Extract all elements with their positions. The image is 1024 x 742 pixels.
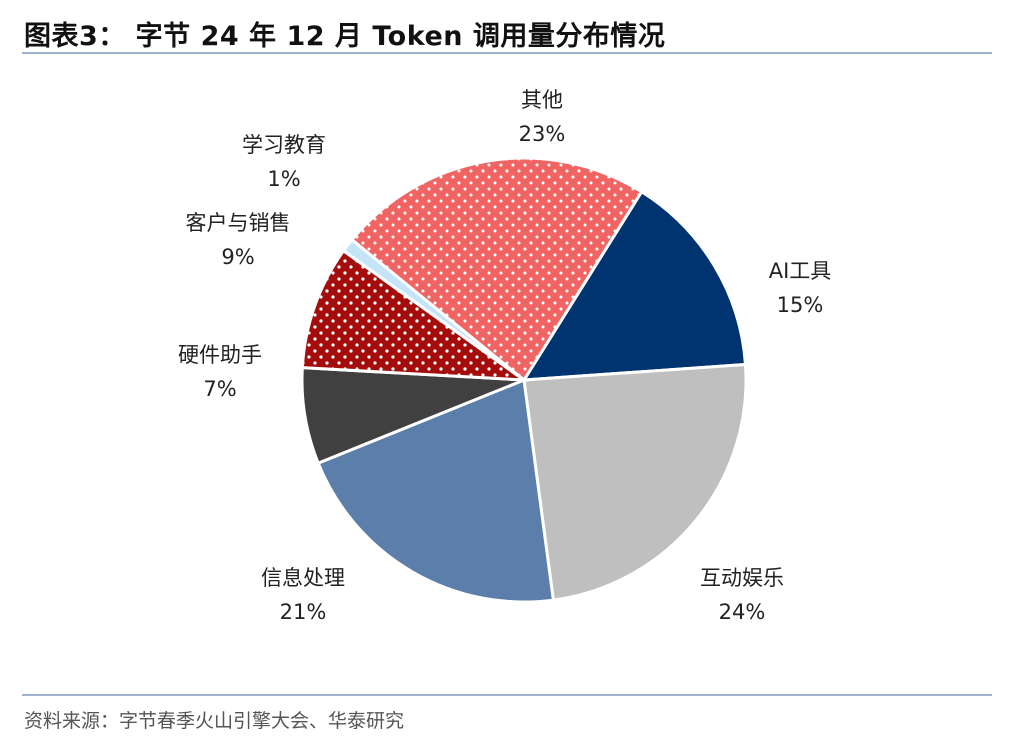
pie-slice-pattern-7	[351, 157, 642, 380]
slice-value-6: 1%	[267, 167, 300, 191]
slice-value-5: 9%	[221, 245, 254, 269]
slice-label-2: 互动娱乐	[700, 566, 784, 590]
chart-title: 图表3： 字节 24 年 12 月 Token 调用量分布情况	[24, 21, 666, 52]
slice-label-4: 硬件助手	[178, 343, 262, 367]
pie-slice-2	[522, 362, 748, 602]
pie-slice-3	[316, 377, 556, 604]
slice-value-7: 23%	[519, 122, 566, 146]
pie-slice-pattern-5	[302, 250, 524, 380]
source-note: 资料来源：字节春季火山引擎大会、华泰研究	[24, 710, 405, 732]
slice-label-1: AI工具	[769, 259, 832, 283]
slice-label-3: 信息处理	[261, 566, 345, 590]
slice-value-4: 7%	[203, 377, 236, 401]
slice-label-7: 其他	[521, 88, 563, 112]
slice-label-6: 学习教育	[242, 133, 326, 157]
footer-divider	[22, 694, 992, 696]
slice-label-5: 客户与销售	[186, 211, 291, 235]
pie-slice-1	[521, 189, 748, 382]
slice-value-2: 24%	[719, 600, 766, 624]
slice-value-3: 21%	[280, 600, 327, 624]
slice-value-1: 15%	[777, 293, 824, 317]
title-divider	[22, 52, 992, 54]
